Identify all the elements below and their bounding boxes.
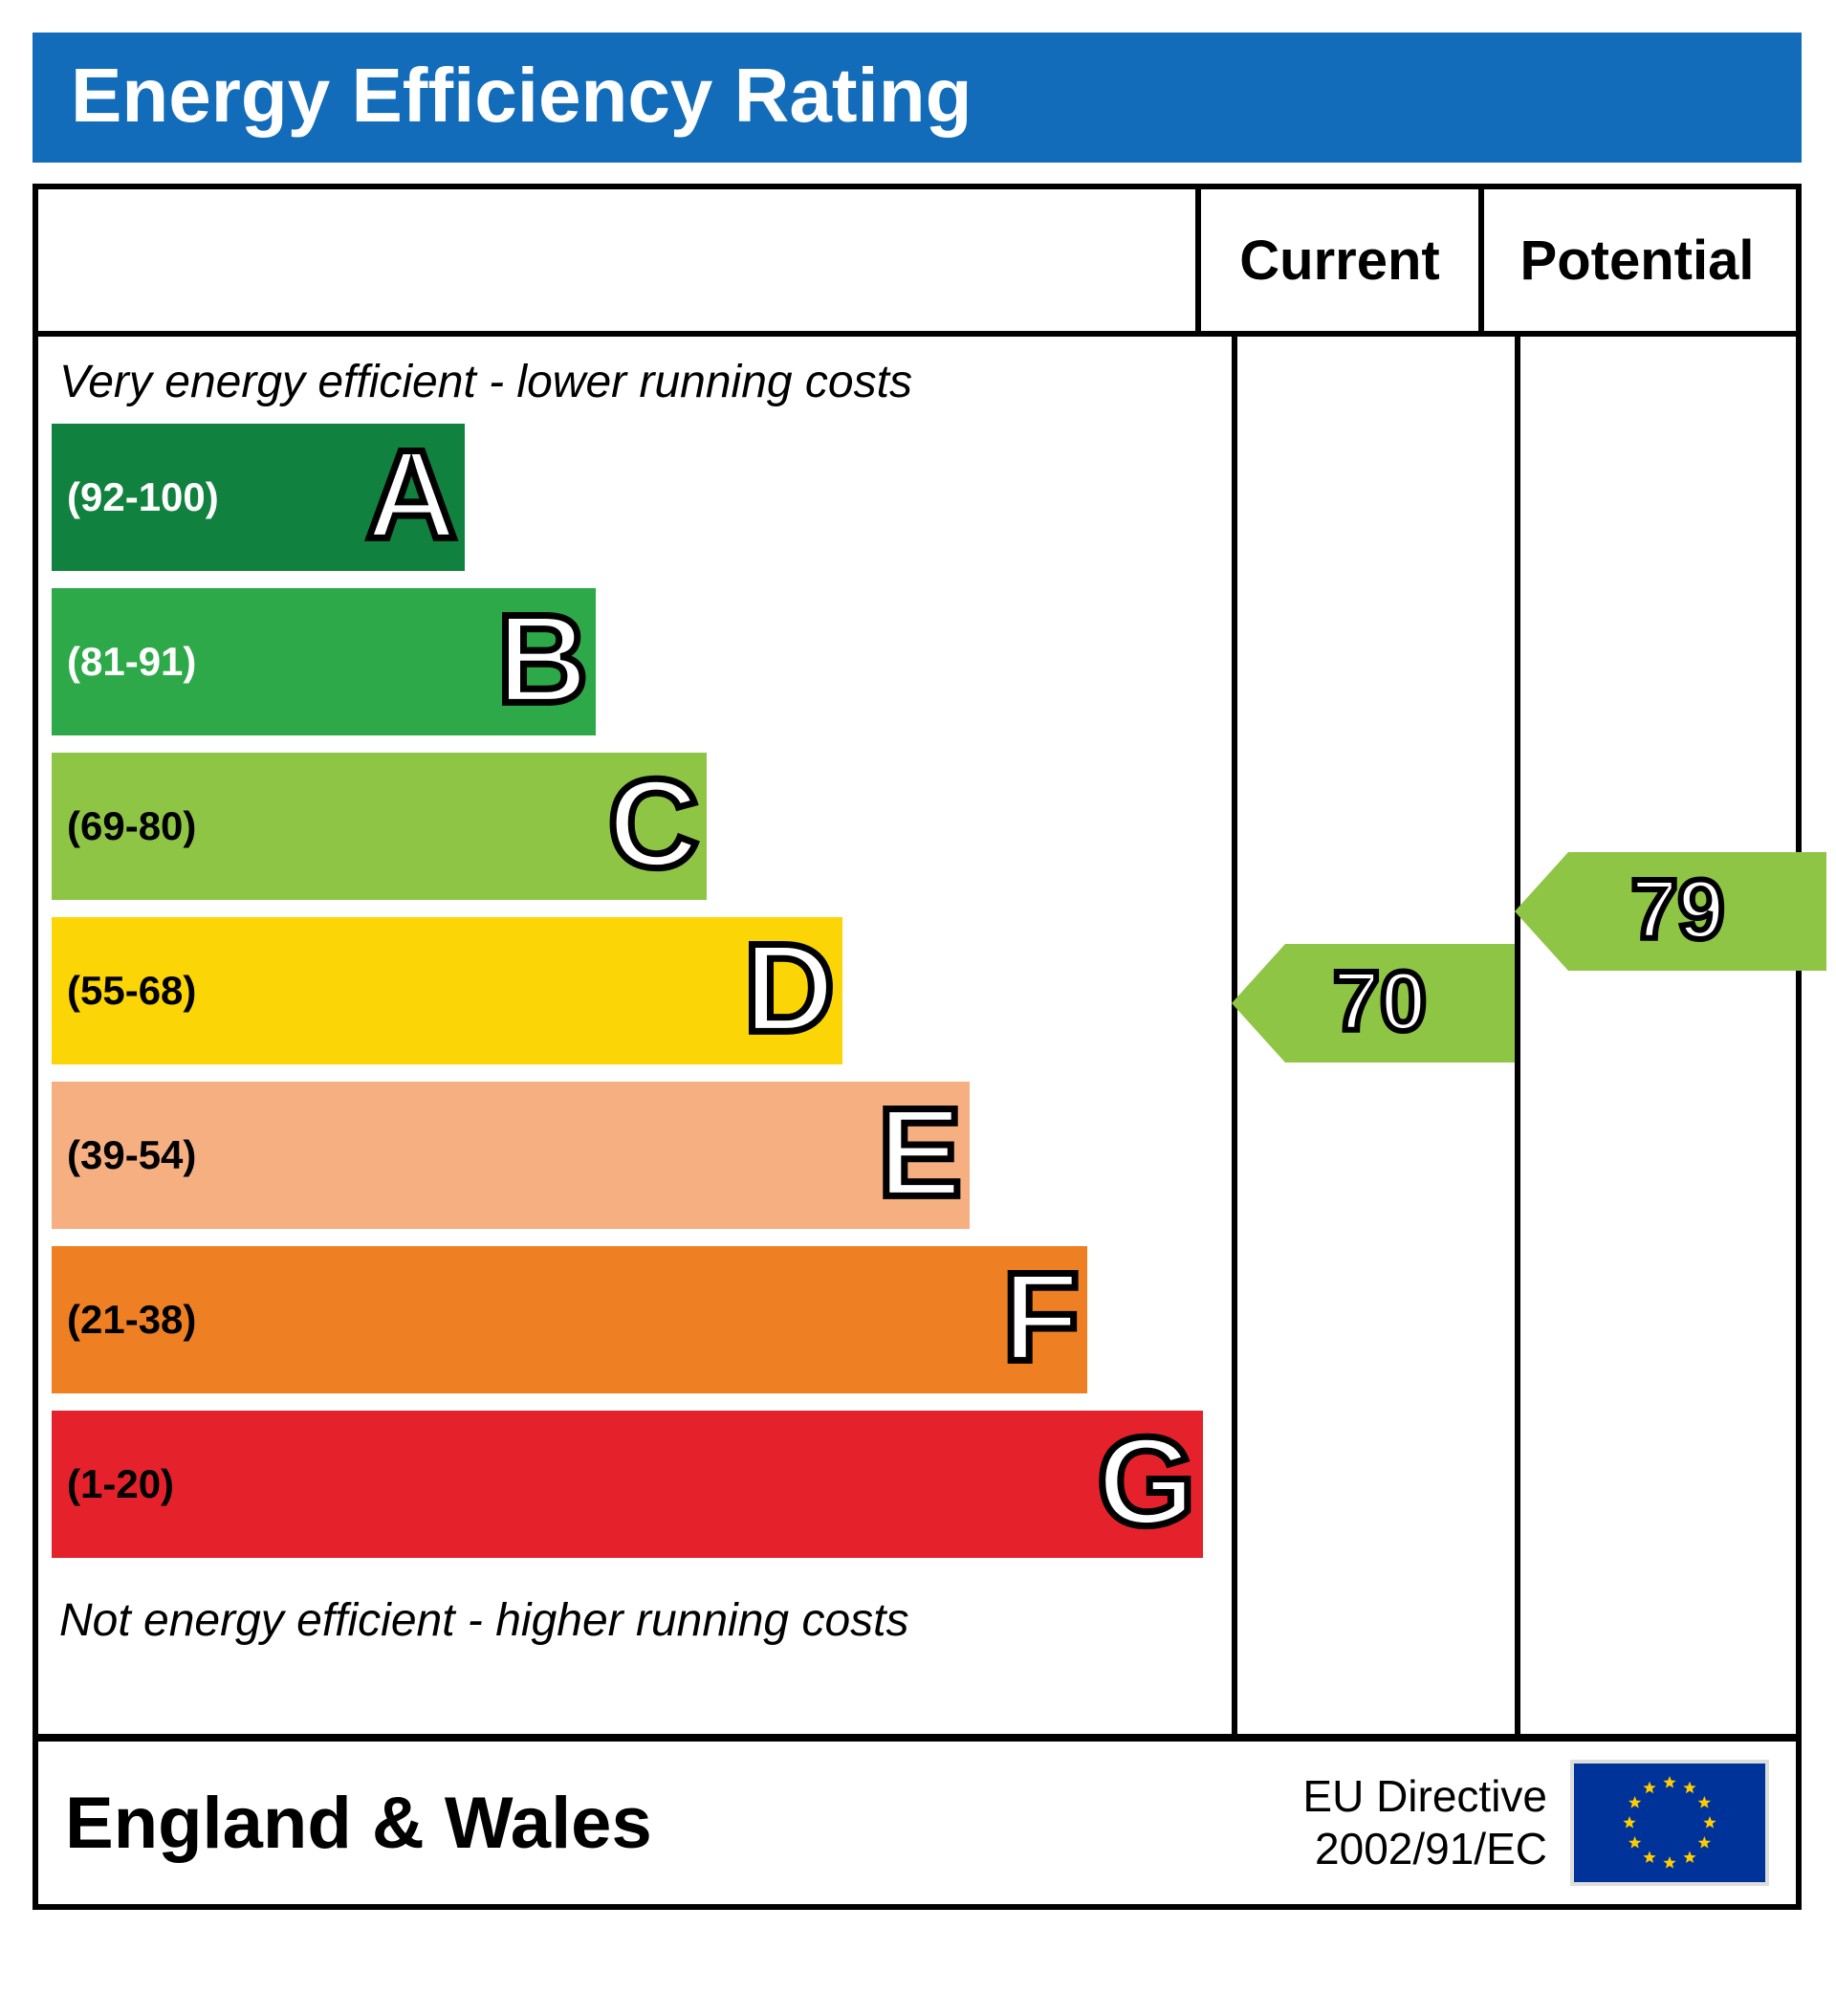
columns: Very energy efficient - lower running co…: [38, 337, 1796, 1742]
band-a: (92-100) A: [52, 424, 465, 571]
band-g: (1-20) G: [52, 1411, 1203, 1558]
header-potential: Potential: [1478, 189, 1790, 331]
chart-box: Current Potential Very energy efficient …: [33, 184, 1802, 1910]
band-range: (55-68): [52, 968, 196, 1014]
band-c: (69-80) C: [52, 753, 707, 900]
region-label: England & Wales: [65, 1782, 1302, 1865]
epc-chart: Energy Efficiency Rating Current Potenti…: [33, 33, 1802, 1917]
band-row-g: (1-20) G: [52, 1411, 1203, 1558]
header-current: Current: [1195, 189, 1478, 331]
title-bar: Energy Efficiency Rating: [33, 33, 1802, 163]
potential-pointer: 79: [1515, 852, 1828, 971]
eu-stars: [1607, 1770, 1732, 1875]
band-row-e: (39-54) E: [52, 1082, 1203, 1229]
band-row-d: (55-68) D: [52, 917, 1203, 1064]
potential-column-inner: 79: [1520, 484, 1826, 1734]
header-row: Current Potential: [38, 189, 1796, 337]
potential-column: 79: [1515, 337, 1826, 1734]
band-row-f: (21-38) F: [52, 1246, 1203, 1393]
band-letter: A: [366, 431, 457, 558]
band-range: (21-38): [52, 1297, 196, 1343]
band-letter: B: [497, 596, 588, 722]
band-f: (21-38) F: [52, 1246, 1087, 1393]
current-column: 70: [1232, 337, 1515, 1734]
current-column-inner: 70: [1237, 484, 1515, 1734]
note-bottom: Not energy efficient - higher running co…: [52, 1575, 1203, 1662]
band-letter: C: [608, 760, 699, 887]
band-range: (1-20): [52, 1461, 174, 1507]
band-row-b: (81-91) B: [52, 588, 1203, 735]
directive-label: EU Directive 2002/91/EC: [1302, 1770, 1570, 1875]
directive-line1: EU Directive: [1302, 1771, 1547, 1821]
band-row-c: (69-80) C: [52, 753, 1203, 900]
band-range: (81-91): [52, 639, 196, 685]
page: Energy Efficiency Rating Current Potenti…: [0, 0, 1836, 2016]
band-letter: E: [878, 1089, 962, 1216]
band-letter: D: [744, 925, 835, 1051]
current-pointer-value: 70: [1333, 953, 1427, 1050]
bands-list: (92-100) A (81-91) B (69-80) C (55-68) D (39-54)…: [52, 424, 1203, 1575]
band-range: (69-80): [52, 803, 196, 849]
band-range: (39-54): [52, 1132, 196, 1178]
band-b: (81-91) B: [52, 588, 596, 735]
header-bands-blank: [38, 189, 1195, 331]
directive-line2: 2002/91/EC: [1315, 1824, 1547, 1874]
potential-pointer-value: 79: [1631, 861, 1725, 958]
band-d: (55-68) D: [52, 917, 842, 1064]
band-e: (39-54) E: [52, 1082, 970, 1229]
eu-flag-icon: [1570, 1760, 1769, 1886]
band-letter: F: [1002, 1254, 1080, 1380]
spacer: [33, 163, 1802, 184]
footer-row: England & Wales EU Directive 2002/91/EC: [38, 1742, 1796, 1904]
bands-column: Very energy efficient - lower running co…: [38, 337, 1232, 1734]
band-range: (92-100): [52, 474, 219, 520]
current-pointer: 70: [1232, 944, 1517, 1063]
bands-area: Very energy efficient - lower running co…: [38, 337, 1232, 1734]
band-letter: G: [1097, 1418, 1195, 1545]
note-top: Very energy efficient - lower running co…: [52, 337, 1203, 424]
band-row-a: (92-100) A: [52, 424, 1203, 571]
